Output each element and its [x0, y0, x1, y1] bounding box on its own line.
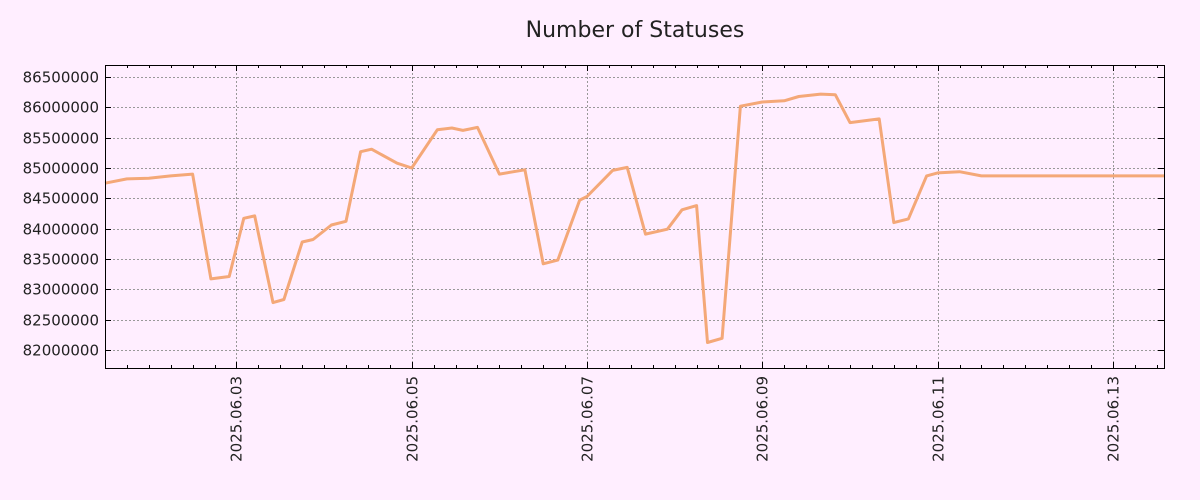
x-tick-label: 2025.06.13 — [1105, 376, 1123, 462]
y-tick-label: 84500000 — [23, 190, 99, 208]
y-tick-label: 83500000 — [23, 251, 99, 269]
y-tick-label: 84000000 — [23, 221, 99, 239]
x-tick-label: 2025.06.05 — [404, 376, 422, 462]
x-tick-label: 2025.06.07 — [579, 376, 597, 462]
tick-labels: 82000000 82500000 83000000 83500000 84000000… — [23, 69, 1123, 462]
y-tick-label: 82000000 — [23, 342, 99, 360]
y-tick-label: 83000000 — [23, 281, 99, 299]
x-tick-label: 2025.06.09 — [754, 376, 772, 462]
y-tick-label: 86500000 — [23, 69, 99, 87]
chart-title: Number of Statuses — [526, 18, 745, 43]
axis-ticks — [105, 65, 1164, 368]
x-tick-label: 2025.06.11 — [930, 376, 948, 462]
y-tick-label: 86000000 — [23, 99, 99, 117]
y-tick-label: 82500000 — [23, 312, 99, 330]
x-tick-label: 2025.06.03 — [228, 376, 246, 462]
grid — [105, 65, 1164, 368]
y-tick-label: 85000000 — [23, 160, 99, 178]
y-tick-label: 85500000 — [23, 130, 99, 148]
series-line — [104, 92, 1164, 344]
plot-frame — [105, 65, 1165, 369]
